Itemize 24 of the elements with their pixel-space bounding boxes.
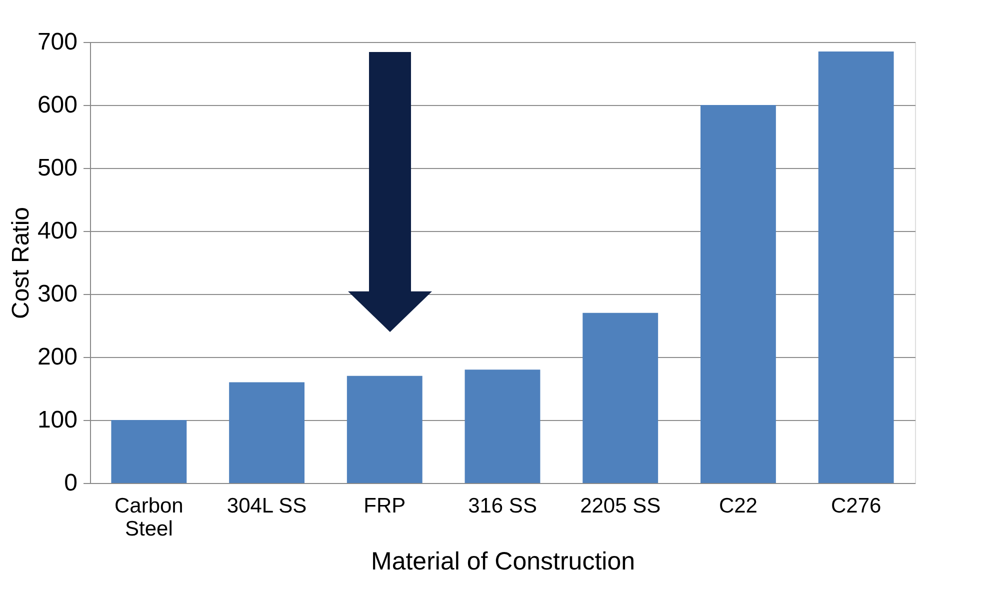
y-tick-label: 100 bbox=[37, 406, 78, 434]
y-tick-label: 300 bbox=[37, 280, 78, 308]
y-axis-title: Cost Ratio bbox=[7, 206, 34, 320]
y-tick-label: 400 bbox=[37, 218, 78, 244]
x-tick-label: 2205 SS bbox=[580, 494, 661, 518]
y-tick-label: 700 bbox=[37, 28, 78, 56]
x-axis-title: Material of Construction bbox=[370, 548, 636, 576]
bar bbox=[464, 370, 540, 483]
y-tick-label: 0 bbox=[64, 470, 78, 496]
y-tick-label: 200 bbox=[37, 344, 78, 370]
bar bbox=[700, 105, 776, 483]
bar bbox=[229, 382, 304, 483]
x-tick-label: FRP bbox=[364, 494, 406, 518]
x-tick-label: C22 bbox=[718, 494, 758, 518]
y-tick-label: 600 bbox=[37, 92, 78, 118]
x-tick-label: 304L SS bbox=[226, 494, 307, 518]
x-tick-label: Carbon Steel bbox=[114, 494, 184, 540]
x-tick-label: 316 SS bbox=[468, 494, 537, 518]
x-tick-label: C276 bbox=[830, 494, 882, 518]
bar bbox=[818, 51, 894, 483]
bar bbox=[111, 420, 187, 483]
y-tick-label: 500 bbox=[37, 154, 78, 182]
bar bbox=[582, 312, 658, 483]
bar bbox=[346, 376, 422, 483]
